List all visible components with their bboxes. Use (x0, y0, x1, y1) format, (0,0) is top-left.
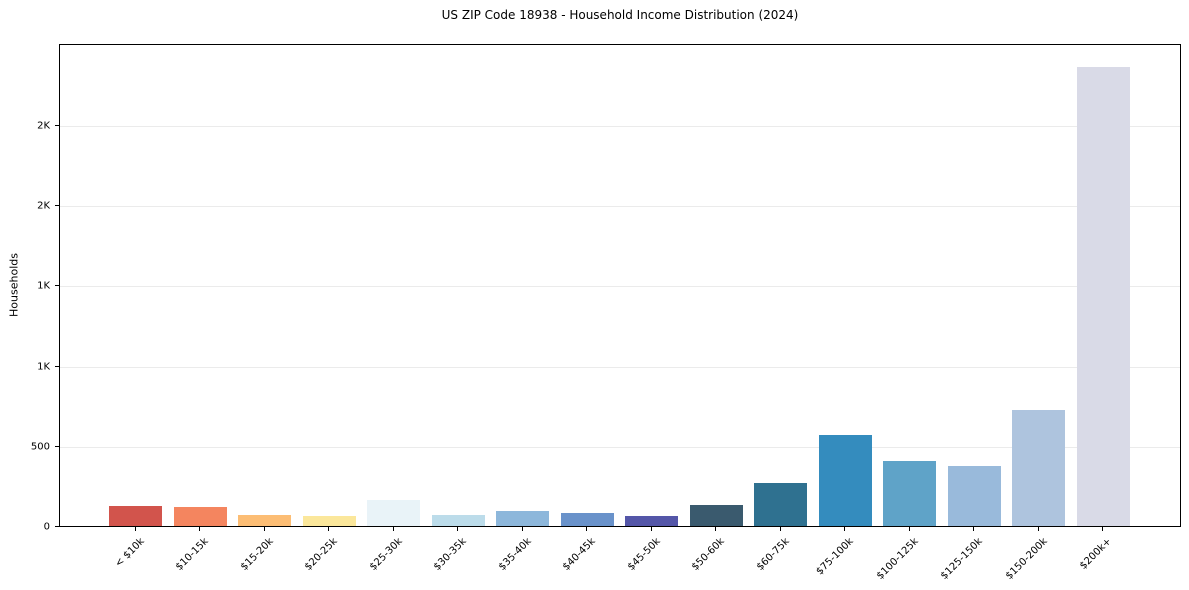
x-tick-label: < $10k (112, 536, 147, 570)
x-tick-label: $60-75k (754, 536, 792, 573)
bar-15-20k (238, 514, 291, 526)
bar-25-30k (367, 500, 420, 526)
gridline (60, 286, 1180, 288)
x-tick-label: $200k+ (1077, 536, 1114, 572)
bar-10-15k (173, 506, 227, 526)
x-tick-mark (650, 527, 652, 531)
x-tick-mark (586, 527, 587, 531)
bar-200k (1076, 67, 1130, 526)
x-tick-mark (199, 527, 200, 531)
y-tick-label: 1K (37, 361, 50, 373)
gridline (60, 366, 1180, 368)
x-tick-mark (715, 527, 716, 531)
x-tick-label: $30-35k (431, 536, 469, 573)
y-tick-mark (55, 205, 59, 207)
x-tick-mark (521, 527, 523, 531)
x-tick-label: $40-45k (560, 536, 598, 573)
x-tick-label: $100-125k (874, 536, 921, 582)
bar-40-45k (560, 512, 614, 526)
x-tick-label: $75-100k (814, 536, 856, 578)
x-tick-mark (263, 527, 265, 531)
x-tick-label: $35-40k (496, 536, 534, 573)
y-tick-label: 1K (37, 280, 50, 292)
x-tick-mark (973, 527, 974, 531)
gridline (60, 446, 1180, 448)
bar-30-35k (431, 515, 485, 526)
x-tick-label: $25-30k (367, 536, 405, 573)
x-tick-label: $10-15k (173, 536, 211, 573)
chart-title: US ZIP Code 18938 - Household Income Dis… (441, 8, 799, 22)
y-tick-mark (55, 445, 59, 447)
bar-45-50k (625, 515, 678, 526)
x-tick-mark (1037, 527, 1039, 531)
bar-150-200k (1012, 410, 1065, 526)
y-tick-mark (55, 285, 59, 287)
x-tick-mark (779, 527, 781, 531)
bar-50-60k (689, 505, 743, 526)
x-tick-mark (392, 527, 394, 531)
x-tick-label: $125-150k (938, 536, 985, 582)
bar-125-150k (947, 465, 1001, 526)
bar-60-75k (754, 483, 807, 526)
y-tick-label: 2K (37, 200, 50, 212)
x-tick-label: $150-200k (1003, 536, 1050, 582)
bar-35-40k (496, 510, 549, 526)
bar-100-125k (883, 461, 936, 526)
gridline (60, 206, 1180, 208)
x-tick-mark (134, 527, 136, 531)
x-tick-mark (457, 527, 458, 531)
y-tick-mark (55, 124, 59, 126)
x-tick-label: $20-25k (302, 536, 340, 573)
x-tick-mark (1102, 527, 1103, 531)
y-tick-label: 500 (30, 441, 50, 453)
bar-10k (109, 505, 162, 526)
x-tick-mark (328, 527, 329, 531)
bar-20-25k (302, 515, 356, 526)
x-tick-label: $50-60k (689, 536, 727, 573)
x-tick-label: $15-20k (238, 536, 276, 573)
y-tick-label: 0 (43, 521, 50, 533)
gridline (60, 125, 1180, 127)
y-tick-label: 2K (37, 120, 50, 132)
y-tick-mark (55, 526, 59, 527)
plot-area (59, 44, 1181, 527)
bar-75-100k (818, 435, 872, 526)
x-tick-mark (844, 527, 845, 531)
x-tick-mark (908, 527, 910, 531)
y-tick-mark (55, 365, 59, 367)
x-tick-label: $45-50k (625, 536, 663, 573)
